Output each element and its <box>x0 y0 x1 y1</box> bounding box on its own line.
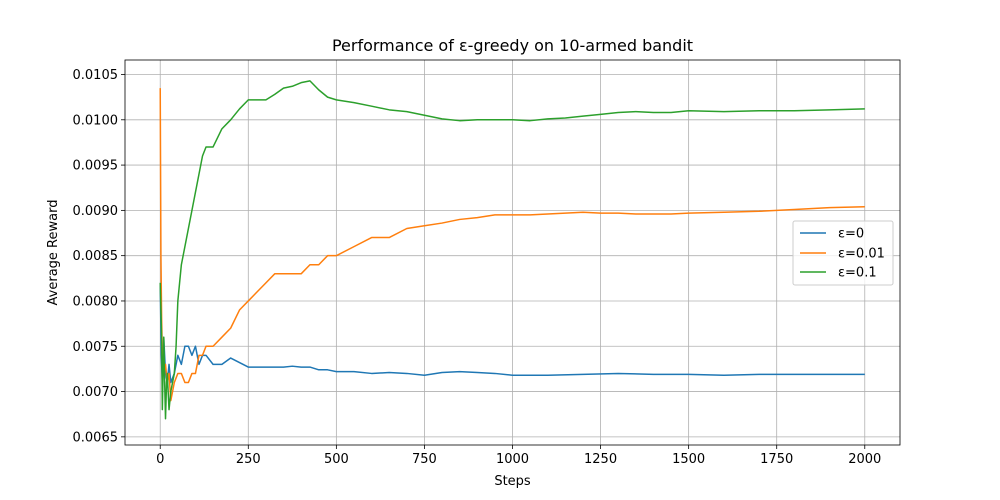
legend-box <box>792 220 894 286</box>
y-tick-label: 0.0100 <box>73 113 119 128</box>
y-tick-label: 0.0065 <box>73 430 119 445</box>
x-tick-label: 0 <box>156 452 164 467</box>
series-line-eps001 <box>159 88 865 402</box>
x-tick-label: 500 <box>324 452 349 467</box>
series-line-eps0 <box>159 282 865 384</box>
x-tick-label: 250 <box>236 452 261 467</box>
legend-label-eps0: ε=0 <box>838 227 864 242</box>
x-tick-label: 1750 <box>760 452 793 467</box>
legend-label-eps01: ε=0.1 <box>838 266 877 281</box>
grid <box>125 60 900 445</box>
x-tick-label: 1250 <box>584 452 617 467</box>
chart-title: Performance of ε-greedy on 10-armed band… <box>332 36 693 55</box>
y-tick-label: 0.0080 <box>73 294 119 309</box>
y-tick-label: 0.0105 <box>73 68 119 83</box>
y-axis-label: Average Reward <box>46 200 61 306</box>
y-tick-label: 0.0095 <box>73 159 119 174</box>
y-tick-label: 0.0090 <box>73 204 119 219</box>
legend-label-eps001: ε=0.01 <box>838 247 885 262</box>
y-tick-label: 0.0085 <box>73 249 119 264</box>
y-tick-label: 0.0070 <box>73 385 119 400</box>
x-tick-label: 1000 <box>496 452 529 467</box>
series-line-eps01 <box>159 80 865 420</box>
y-tick-label: 0.0075 <box>73 340 119 355</box>
legend: ε=0 ε=0.01 ε=0.1 <box>792 220 894 286</box>
x-tick-label: 750 <box>412 452 437 467</box>
x-tick-label: 1500 <box>672 452 705 467</box>
x-tick-label: 2000 <box>848 452 881 467</box>
ticks: 0 250 500 750 1000 1250 1500 1750 2000 0.0065 0.00… <box>73 68 882 467</box>
x-axis-label: Steps <box>494 474 531 489</box>
series-layer <box>159 80 865 420</box>
